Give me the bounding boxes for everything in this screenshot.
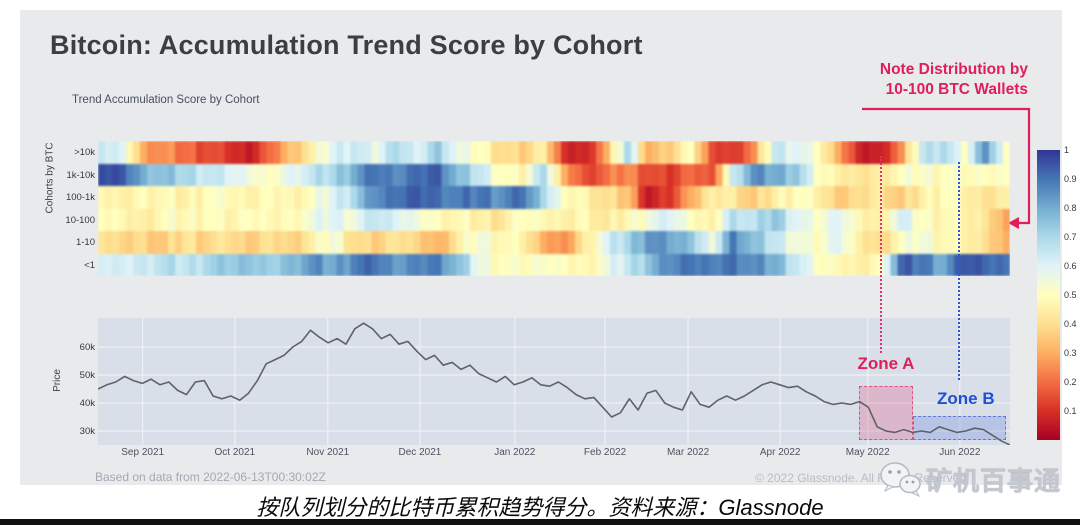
note-annotation: Note Distribution by 10-100 BTC Wallets xyxy=(810,60,1028,100)
price-chart-area xyxy=(98,318,1010,445)
colorbar-tick-label: 1 xyxy=(1064,145,1070,155)
heatmap xyxy=(98,141,1010,276)
heatmap-row-100-1k xyxy=(98,186,1010,209)
price-tick-label: 60k xyxy=(79,342,95,353)
colorbar-tick-label: 0.4 xyxy=(1064,319,1077,329)
x-tick-label: Sep 2021 xyxy=(121,447,165,458)
wechat-account-name: 矿机百事通 xyxy=(926,465,1062,496)
chinese-caption: 按队列划分的比特币累积趋势得分。资料来源：Glassnode xyxy=(256,495,824,520)
colorbar-tick-label: 0.1 xyxy=(1064,406,1077,416)
cohort-label: 1-10 xyxy=(75,237,95,249)
zone-b-region xyxy=(913,415,1007,440)
wechat-account-logo: 矿机百事通 xyxy=(878,460,1061,498)
x-tick-label: Oct 2021 xyxy=(214,447,256,458)
x-tick-label: Apr 2022 xyxy=(759,447,801,458)
cohort-label: 100-1k xyxy=(65,192,95,204)
colorbar-tick-label: 0.8 xyxy=(1064,203,1077,213)
note-annotation-line2: 10-100 BTC Wallets xyxy=(885,81,1028,98)
heatmap-row-1-10 xyxy=(98,231,1010,254)
price-tick-label: 30k xyxy=(79,426,95,437)
price-tick-label: 50k xyxy=(79,370,95,381)
zone-b-dashed-guideline xyxy=(958,162,961,380)
x-tick-label: May 2022 xyxy=(845,447,890,458)
note-arrow-line xyxy=(862,107,1031,229)
colorbar-tick-label: 0.5 xyxy=(1064,290,1077,300)
price-tick-label: 40k xyxy=(79,398,95,409)
data-source-note: Based on data from 2022-06-13T00:30:02Z xyxy=(95,470,326,484)
x-tick-label: Mar 2022 xyxy=(666,447,710,458)
cohort-label: 1k-10k xyxy=(66,169,95,181)
heatmap-row-1k-10k xyxy=(98,163,1010,186)
heatmap-row-<1 xyxy=(98,253,1010,276)
heatmap-row-10-100 xyxy=(98,208,1010,231)
chart-panel: Bitcoin: Accumulation Trend Score by Coh… xyxy=(20,10,1077,498)
chart-subtitle: Trend Accumulation Score by Cohort xyxy=(72,94,260,106)
wechat-icon xyxy=(880,462,921,498)
x-tick-label: Nov 2021 xyxy=(306,447,350,458)
bottom-divider-bar xyxy=(0,519,1080,525)
zone-a-label: Zone A xyxy=(857,354,915,373)
cohort-label: <1 xyxy=(84,259,95,271)
x-tick-label: Dec 2021 xyxy=(398,447,442,458)
zone-a-dashed-guideline xyxy=(880,156,883,353)
x-tick-label: Jun 2022 xyxy=(939,447,981,458)
heatmap-row->10k xyxy=(98,141,1010,164)
colorbar xyxy=(1037,150,1060,440)
colorbar-tick-label: 0.7 xyxy=(1064,232,1077,242)
price-line-chart xyxy=(98,322,1010,445)
colorbar-tick-label: 0.9 xyxy=(1064,174,1077,184)
x-tick-label: Feb 2022 xyxy=(583,447,627,458)
colorbar-tick-label: 0.6 xyxy=(1064,261,1077,271)
colorbar-tick-label: 0.2 xyxy=(1064,377,1077,387)
cohort-label: >10k xyxy=(74,147,95,159)
page-title: Bitcoin: Accumulation Trend Score by Coh… xyxy=(50,30,643,60)
zone-b-label: Zone B xyxy=(937,389,995,408)
heatmap-rows xyxy=(98,141,1010,276)
x-tick-label: Jan 2022 xyxy=(494,447,536,458)
price-line xyxy=(98,322,1010,445)
price-gridlines xyxy=(98,318,1010,445)
colorbar-tick-label: 0.3 xyxy=(1064,348,1077,358)
note-annotation-line1: Note Distribution by xyxy=(879,61,1028,78)
cohort-label: 10-100 xyxy=(65,214,95,226)
